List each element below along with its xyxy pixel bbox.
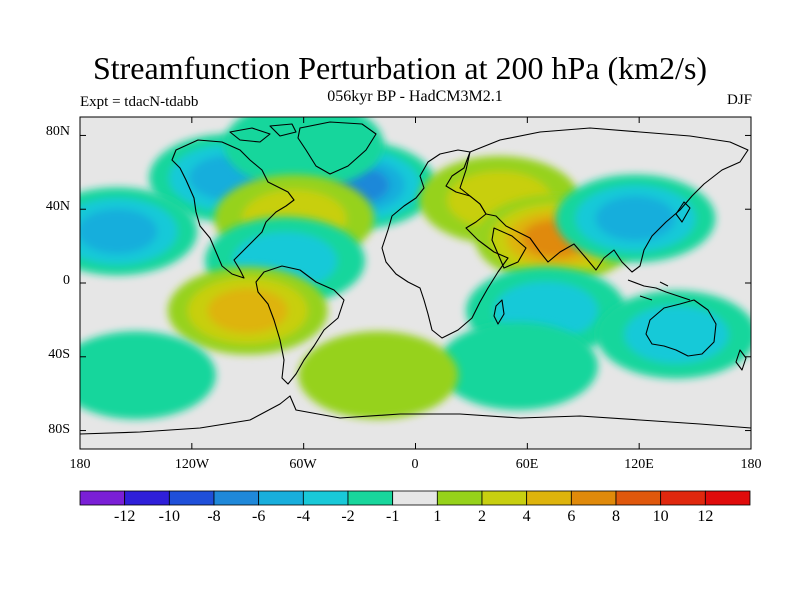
new-zealand-coast [735, 349, 747, 371]
x-tick-120e: 120E [624, 457, 654, 472]
y-tick-80n: 80N [45, 124, 70, 139]
colorbar-swatch [79, 490, 126, 506]
colorbar-label: 1 [433, 508, 442, 525]
map-panel [80, 117, 751, 449]
anomaly-australia [596, 290, 751, 379]
colorbar-label: -1 [385, 508, 400, 525]
anomaly-field [80, 117, 751, 420]
colorbar-swatch [124, 490, 170, 506]
experiment-label: Expt = tdacN-tdabb [80, 94, 199, 110]
colorbar-label: -4 [296, 508, 310, 525]
colorbar-label: 10 [652, 508, 669, 525]
plot-subtitle: 056kyr BP - HadCM3M2.1 [327, 88, 503, 105]
australia-coast [645, 299, 717, 357]
colorbar-swatch [347, 490, 394, 506]
anomaly-east-pacific-south [167, 266, 328, 355]
south-america-coast [255, 265, 345, 385]
colorbar [79, 490, 751, 506]
anomaly-contour [223, 117, 384, 189]
x-tick-180w: 180 [69, 457, 91, 472]
anomaly-south-pacific [80, 331, 216, 420]
colorbar-swatch [704, 490, 751, 506]
y-tick-40s: 40S [48, 347, 70, 362]
y-tick-40n: 40N [45, 199, 70, 214]
anomaly-contour [80, 331, 216, 420]
plot-title: Streamfunction Perturbation at 200 hPa (… [92, 50, 708, 86]
anomaly-contour [207, 288, 288, 333]
colorbar-swatch [526, 490, 572, 506]
season-label: DJF [726, 92, 752, 108]
colorbar-label: 8 [612, 508, 620, 525]
colorbar-label: -8 [207, 508, 221, 525]
colorbar-label: -6 [251, 508, 266, 525]
colorbar-label: -10 [158, 508, 180, 525]
anomaly-south-atlantic [298, 331, 459, 420]
colorbar-label: -2 [341, 508, 355, 525]
asia-coast [459, 127, 749, 273]
colorbar-label: -12 [113, 508, 136, 525]
colorbar-label: 6 [567, 508, 576, 525]
x-tick-0: 0 [411, 457, 419, 472]
north-america-coast [171, 139, 295, 279]
x-tick-60e: 60E [515, 457, 539, 472]
se-asia-islands [627, 279, 691, 301]
anomaly-north-pacific [80, 187, 198, 276]
anomaly-contour [438, 322, 599, 410]
y-tick-80s: 80S [48, 422, 70, 437]
colorbar-label: 12 [697, 508, 714, 525]
axis-ticks [79, 117, 752, 449]
anomaly-contour [624, 305, 729, 364]
continent-outlines [80, 121, 751, 435]
colorbar-label: 2 [478, 508, 486, 525]
y-tick-0: 0 [63, 273, 70, 288]
colorbar-swatch [302, 490, 349, 506]
arctic-islands [229, 123, 297, 143]
colorbar-label: 4 [522, 508, 531, 525]
anomaly-south-indian [438, 322, 599, 410]
antarctica-coast [80, 395, 751, 435]
anomaly-contour [298, 331, 459, 420]
colorbar-swatch [258, 490, 304, 506]
colorbar-swatch [570, 490, 617, 506]
x-tick-180e: 180 [740, 457, 762, 472]
colorbar-swatch [168, 490, 215, 506]
x-tick-60w: 60W [289, 457, 317, 472]
colorbar-swatch [660, 490, 706, 506]
anomaly-contour [80, 209, 158, 254]
colorbar-swatch [481, 490, 528, 506]
anomaly-east-asia [555, 174, 716, 263]
madagascar-coast [493, 299, 505, 325]
colorbar-swatch [615, 490, 662, 506]
arabia-coast [491, 227, 527, 269]
colorbar-swatch [213, 490, 260, 506]
japan-coast [675, 201, 691, 223]
africa-europe-coast [381, 149, 509, 339]
greenland-coast [297, 121, 377, 175]
colorbar-swatch [392, 490, 438, 506]
anomaly-contour [595, 196, 676, 241]
anomaly-greenland-arctic [223, 117, 384, 189]
colorbar-swatch [436, 490, 483, 506]
x-tick-120w: 120W [174, 457, 210, 472]
